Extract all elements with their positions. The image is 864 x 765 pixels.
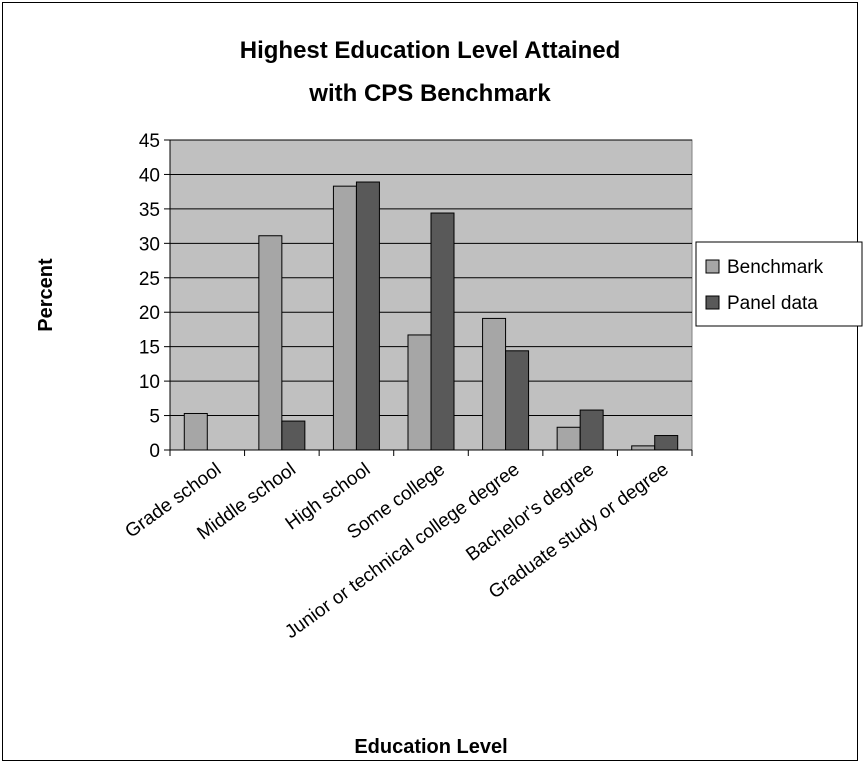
chart-title-line-2: with CPS Benchmark [308,80,551,107]
legend: Benchmark Panel data [695,241,863,327]
y-tick-label: 10 [139,372,160,393]
chart-title-line-1: Highest Education Level Attained [240,37,621,64]
bar-benchmark [556,426,581,451]
bar-panel-data [281,420,306,451]
bar-benchmark [407,334,432,451]
y-tick-label: 20 [139,303,160,324]
bar-benchmark [258,235,283,451]
x-axis-title: Education Level [354,736,507,758]
bar-benchmark [482,317,507,451]
legend-swatch [705,295,720,310]
legend-box [695,241,863,327]
bar-panel-data [430,212,455,451]
legend-label: Panel data [727,293,818,314]
y-tick-label: 25 [139,269,160,290]
bar-panel-data [505,350,530,451]
bar-panel-data [579,409,604,451]
x-tick-label: Bachelor's degree [462,459,598,566]
bar-panel-data [355,181,380,451]
y-tick-label: 30 [139,234,160,255]
y-tick-label: 35 [139,200,160,221]
y-axis-title: Percent [35,258,57,332]
legend-swatch [705,259,720,274]
y-tick-label: 15 [139,338,160,359]
y-tick-label: 0 [149,441,160,462]
y-tick-label: 5 [149,407,160,428]
bar-benchmark [183,412,208,451]
bar-panel-data [654,435,679,451]
bar-benchmark [631,445,656,451]
y-tick-label: 45 [139,131,160,152]
bar-benchmark [332,185,357,451]
y-tick-label: 40 [139,165,160,186]
legend-label: Benchmark [727,257,824,278]
